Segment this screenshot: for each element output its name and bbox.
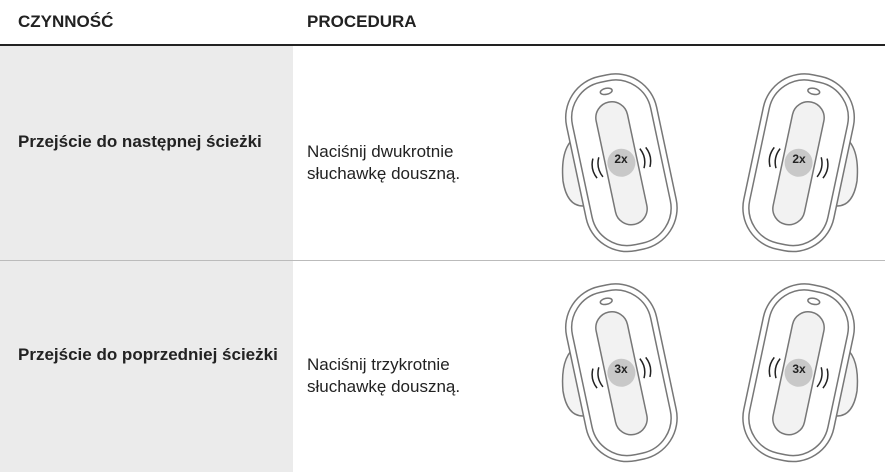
column-header: PROCEDURA [307,12,417,31]
header-rule [0,44,885,46]
tap-badge: 3x [614,362,628,376]
action: Przejście do następnej ścieżki [18,132,262,151]
cell-background [0,261,293,472]
action: Przejście do poprzedniej ścieżki [18,345,278,364]
column-header: CZYNNOŚĆ [18,12,114,31]
tap-badge: 2x [614,152,628,166]
procedure: Naciśnij dwukrotnie słuchawkę douszną. [307,142,461,183]
tap-badge: 2x [792,152,806,166]
cell-background [0,46,293,260]
tap-badge: 3x [792,362,806,376]
row-rule [0,260,885,261]
procedure: Naciśnij trzykrotnie słuchawkę douszną. [307,355,461,396]
